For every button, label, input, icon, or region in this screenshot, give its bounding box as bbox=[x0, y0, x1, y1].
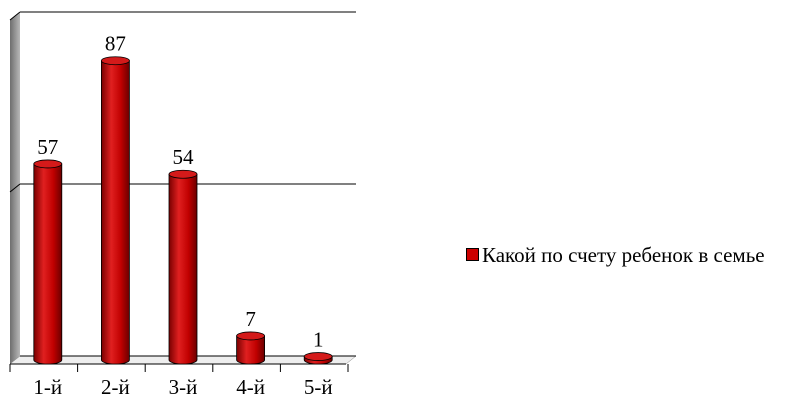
data-label: 7 bbox=[245, 307, 256, 331]
bar bbox=[303, 352, 333, 365]
data-label: 1 bbox=[313, 328, 324, 352]
bar-body bbox=[33, 163, 63, 365]
legend: Какой по счету ребенок в семье bbox=[466, 242, 806, 268]
legend-label: Какой по счету ребенок в семье bbox=[482, 243, 765, 267]
category-labels: 1-й 2-й 3-й 4-й 5-й bbox=[33, 375, 332, 399]
bar bbox=[168, 169, 198, 365]
legend-swatch bbox=[466, 248, 479, 261]
gridline-50-depth bbox=[9, 183, 21, 193]
gridline-100-depth bbox=[9, 11, 21, 21]
bar-top bbox=[236, 331, 266, 341]
category-label: 2-й bbox=[101, 375, 130, 399]
bar bbox=[236, 331, 266, 365]
data-label: 57 bbox=[37, 135, 58, 159]
bar-top bbox=[101, 56, 130, 66]
data-labels: 57 87 54 7 1 bbox=[37, 32, 323, 352]
category-label: 1-й bbox=[33, 375, 62, 399]
bar bbox=[101, 56, 130, 365]
category-label: 3-й bbox=[169, 375, 198, 399]
bar-top bbox=[168, 169, 198, 179]
bars bbox=[33, 56, 333, 365]
bar-top bbox=[33, 159, 63, 169]
bar-body bbox=[236, 335, 265, 365]
bar bbox=[33, 159, 63, 365]
data-label: 54 bbox=[173, 145, 195, 169]
bar-body bbox=[101, 60, 130, 365]
bar-body bbox=[168, 173, 198, 365]
x-axis-ticks bbox=[9, 364, 349, 372]
category-label: 4-й bbox=[236, 375, 265, 399]
bar-top bbox=[303, 352, 333, 361]
data-label: 87 bbox=[105, 32, 126, 56]
category-label: 5-й bbox=[304, 375, 333, 399]
